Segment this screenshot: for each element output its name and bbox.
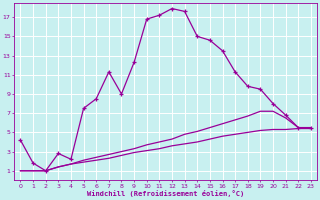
X-axis label: Windchill (Refroidissement éolien,°C): Windchill (Refroidissement éolien,°C) (87, 190, 244, 197)
